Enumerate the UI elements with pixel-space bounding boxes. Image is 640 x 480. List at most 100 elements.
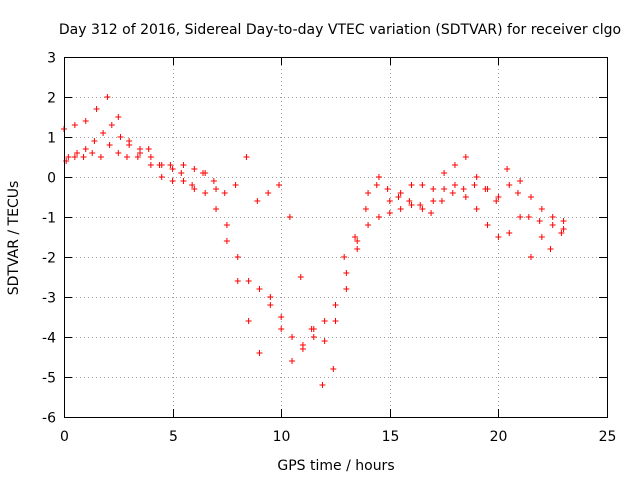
- data-point: [74, 150, 81, 156]
- data-point: [375, 214, 382, 220]
- y-tick-label: -5: [42, 371, 56, 387]
- data-point: [308, 326, 315, 332]
- data-point: [234, 254, 241, 260]
- data-point: [232, 182, 239, 188]
- data-point: [430, 186, 437, 192]
- data-point: [504, 166, 511, 172]
- data-point: [289, 334, 296, 340]
- data-point: [137, 150, 144, 156]
- data-point: [278, 314, 285, 320]
- data-point: [536, 218, 543, 224]
- data-point: [332, 302, 339, 308]
- data-point: [451, 162, 458, 168]
- y-tick-label: -2: [42, 251, 56, 267]
- data-point: [71, 154, 78, 160]
- x-tick-label: 15: [382, 429, 400, 445]
- data-point: [375, 174, 382, 180]
- data-point: [167, 162, 174, 168]
- data-point: [200, 170, 207, 176]
- data-point: [384, 186, 391, 192]
- chart-title: Day 312 of 2016, Sidereal Day-to-day VTE…: [59, 22, 621, 38]
- data-point: [265, 190, 272, 196]
- data-point: [462, 154, 469, 160]
- data-point: [560, 226, 567, 232]
- data-point: [321, 318, 328, 324]
- data-point: [93, 106, 100, 112]
- data-point: [354, 246, 361, 252]
- y-tick-label: 3: [47, 51, 56, 67]
- grid-layer: [64, 57, 607, 417]
- data-point: [517, 178, 524, 184]
- data-point: [145, 146, 152, 152]
- data-point: [123, 154, 130, 160]
- data-point: [386, 198, 393, 204]
- data-point: [451, 182, 458, 188]
- data-point: [397, 206, 404, 212]
- data-point: [178, 170, 185, 176]
- data-point: [547, 246, 554, 252]
- data-point: [115, 150, 122, 156]
- data-point: [108, 122, 115, 128]
- data-point: [362, 206, 369, 212]
- data-point: [493, 198, 500, 204]
- data-point: [191, 186, 198, 192]
- data-point: [191, 166, 198, 172]
- data-point: [147, 162, 154, 168]
- data-point: [106, 142, 113, 148]
- data-series: [61, 94, 567, 352]
- data-point: [506, 230, 513, 236]
- tick-layer: 0 5 10 15 20 25 -6 -5 -4 -3 -2 -1 0 1 2 3: [42, 51, 616, 446]
- data-point: [365, 190, 372, 196]
- data-point: [430, 198, 437, 204]
- y-axis-label: SDTVAR / TECUs: [6, 181, 22, 296]
- data-point: [386, 210, 393, 216]
- data-series: [65, 122, 567, 364]
- data-point: [538, 206, 545, 212]
- data-point: [267, 294, 274, 300]
- data-point: [134, 154, 141, 160]
- data-point: [527, 194, 534, 200]
- data-point: [319, 382, 326, 388]
- data-point: [297, 274, 304, 280]
- series-layer: [61, 94, 567, 388]
- data-point: [354, 238, 361, 244]
- y-tick-label: -6: [42, 411, 56, 427]
- data-point: [115, 114, 122, 120]
- plot-frame: [64, 57, 608, 418]
- x-tick-label: 10: [273, 429, 291, 445]
- x-tick-label: 25: [599, 429, 617, 445]
- y-tick-label: 1: [47, 131, 56, 147]
- data-point: [223, 238, 230, 244]
- data-point: [428, 210, 435, 216]
- data-point: [538, 234, 545, 240]
- data-point: [373, 182, 380, 188]
- data-point: [82, 146, 89, 152]
- data-point: [330, 366, 337, 372]
- x-tick-label: 20: [490, 429, 508, 445]
- data-point: [213, 186, 220, 192]
- data-point: [80, 154, 87, 160]
- data-point: [525, 214, 532, 220]
- data-point: [267, 302, 274, 308]
- y-tick-label: -3: [42, 291, 56, 307]
- data-point: [462, 194, 469, 200]
- data-point: [549, 222, 556, 228]
- data-point: [332, 318, 339, 324]
- data-point: [117, 134, 124, 140]
- data-point: [495, 194, 502, 200]
- data-point: [352, 234, 359, 240]
- data-point: [256, 286, 263, 292]
- data-point: [558, 230, 565, 236]
- data-point: [180, 162, 187, 168]
- data-point: [276, 182, 283, 188]
- data-point: [126, 142, 133, 148]
- data-point: [365, 222, 372, 228]
- data-point: [527, 254, 534, 260]
- data-point: [441, 170, 448, 176]
- y-tick-label: -4: [42, 331, 56, 347]
- data-point: [506, 182, 513, 188]
- data-point: [514, 190, 521, 196]
- data-point: [560, 218, 567, 224]
- data-point: [289, 358, 296, 364]
